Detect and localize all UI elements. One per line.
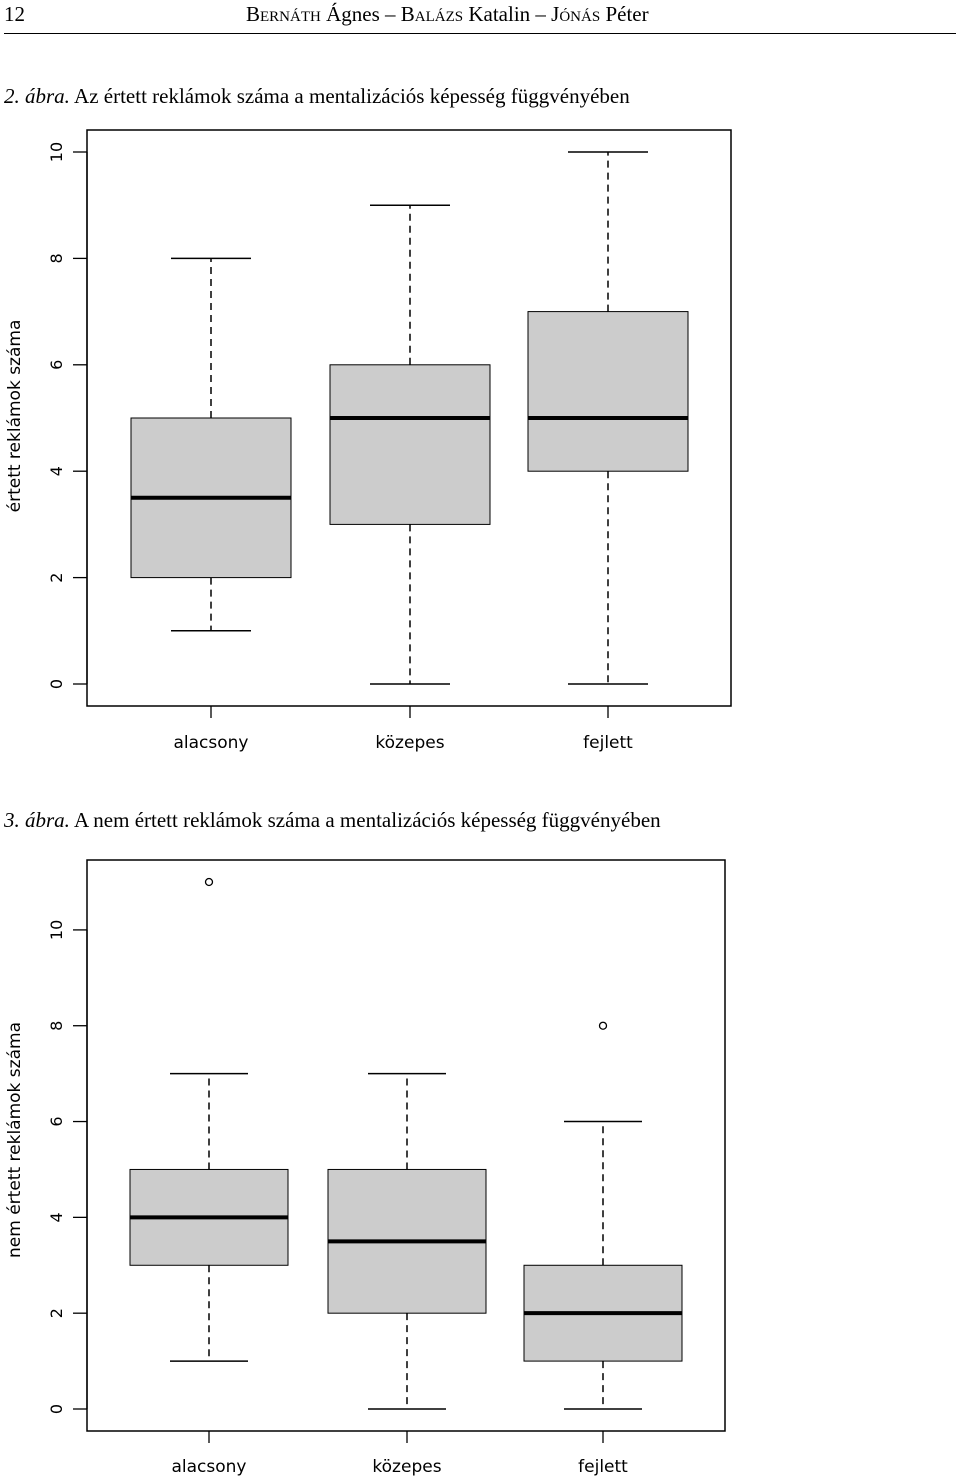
x-tick-label: közepes [372, 1457, 441, 1477]
author1-surname: Bernáth [246, 2, 321, 26]
y-axis-title: értett reklámok száma [5, 320, 25, 513]
y-axis-title: nem értett reklámok száma [5, 1022, 25, 1258]
boxplot-understood-ads: 0 2 4 6 8 10 értett reklámok száma alacsony köze… [5, 129, 732, 753]
y-tick-label: 10 [47, 920, 66, 940]
author2-surname: Balázs [400, 2, 464, 26]
author3-given: Péter [605, 2, 649, 26]
box-iqr [527, 311, 689, 472]
y-tick-label: 8 [47, 1021, 66, 1031]
y-tick-label: 6 [47, 360, 66, 370]
figure-2-label: 2. ábra. [4, 84, 70, 108]
x-tick-label: fejlett [578, 1457, 628, 1477]
outlier-point [204, 877, 214, 887]
x-tick-label: fejlett [583, 733, 633, 753]
y-tick-label: 0 [47, 679, 66, 689]
y-tick-label: 2 [47, 1308, 66, 1318]
box-iqr [329, 364, 491, 525]
author3-surname: Jónás [551, 2, 601, 26]
y-tick-label: 10 [47, 142, 66, 162]
y-tick-label: 4 [47, 1212, 66, 1222]
x-tick-label: alacsony [174, 733, 249, 753]
y-tick-label: 6 [47, 1116, 66, 1126]
figure-3-title: A nem értett reklámok száma a mentalizác… [74, 808, 661, 832]
author1-given: Ágnes [326, 2, 380, 26]
outlier-point [598, 1021, 608, 1030]
figure-2-title: Az értett reklámok száma a mentalizációs… [74, 84, 630, 108]
x-tick-label: közepes [375, 733, 444, 753]
figure-3-caption: 3. ábra. A nem értett reklámok száma a m… [4, 808, 661, 833]
boxplot-not-understood-ads: 0 2 4 6 8 10 nem értett reklámok száma alacsony… [5, 859, 726, 1477]
y-tick-label: 0 [47, 1404, 66, 1414]
x-tick-label: alacsony [172, 1457, 247, 1477]
figure-2-caption: 2. ábra. Az értett reklámok száma a ment… [4, 84, 630, 109]
header-rule [4, 33, 956, 34]
page-header: 12 Bernáth Ágnes – Balázs Katalin – Jóná… [0, 0, 960, 36]
y-tick-label: 2 [47, 573, 66, 583]
page-number: 12 [4, 2, 25, 26]
author-line: Bernáth Ágnes – Balázs Katalin – Jónás P… [246, 2, 649, 26]
figure-3-label: 3. ábra. [4, 808, 70, 832]
y-tick-label: 4 [47, 466, 66, 476]
author2-given: Katalin [468, 2, 531, 26]
y-tick-label: 8 [47, 253, 66, 263]
